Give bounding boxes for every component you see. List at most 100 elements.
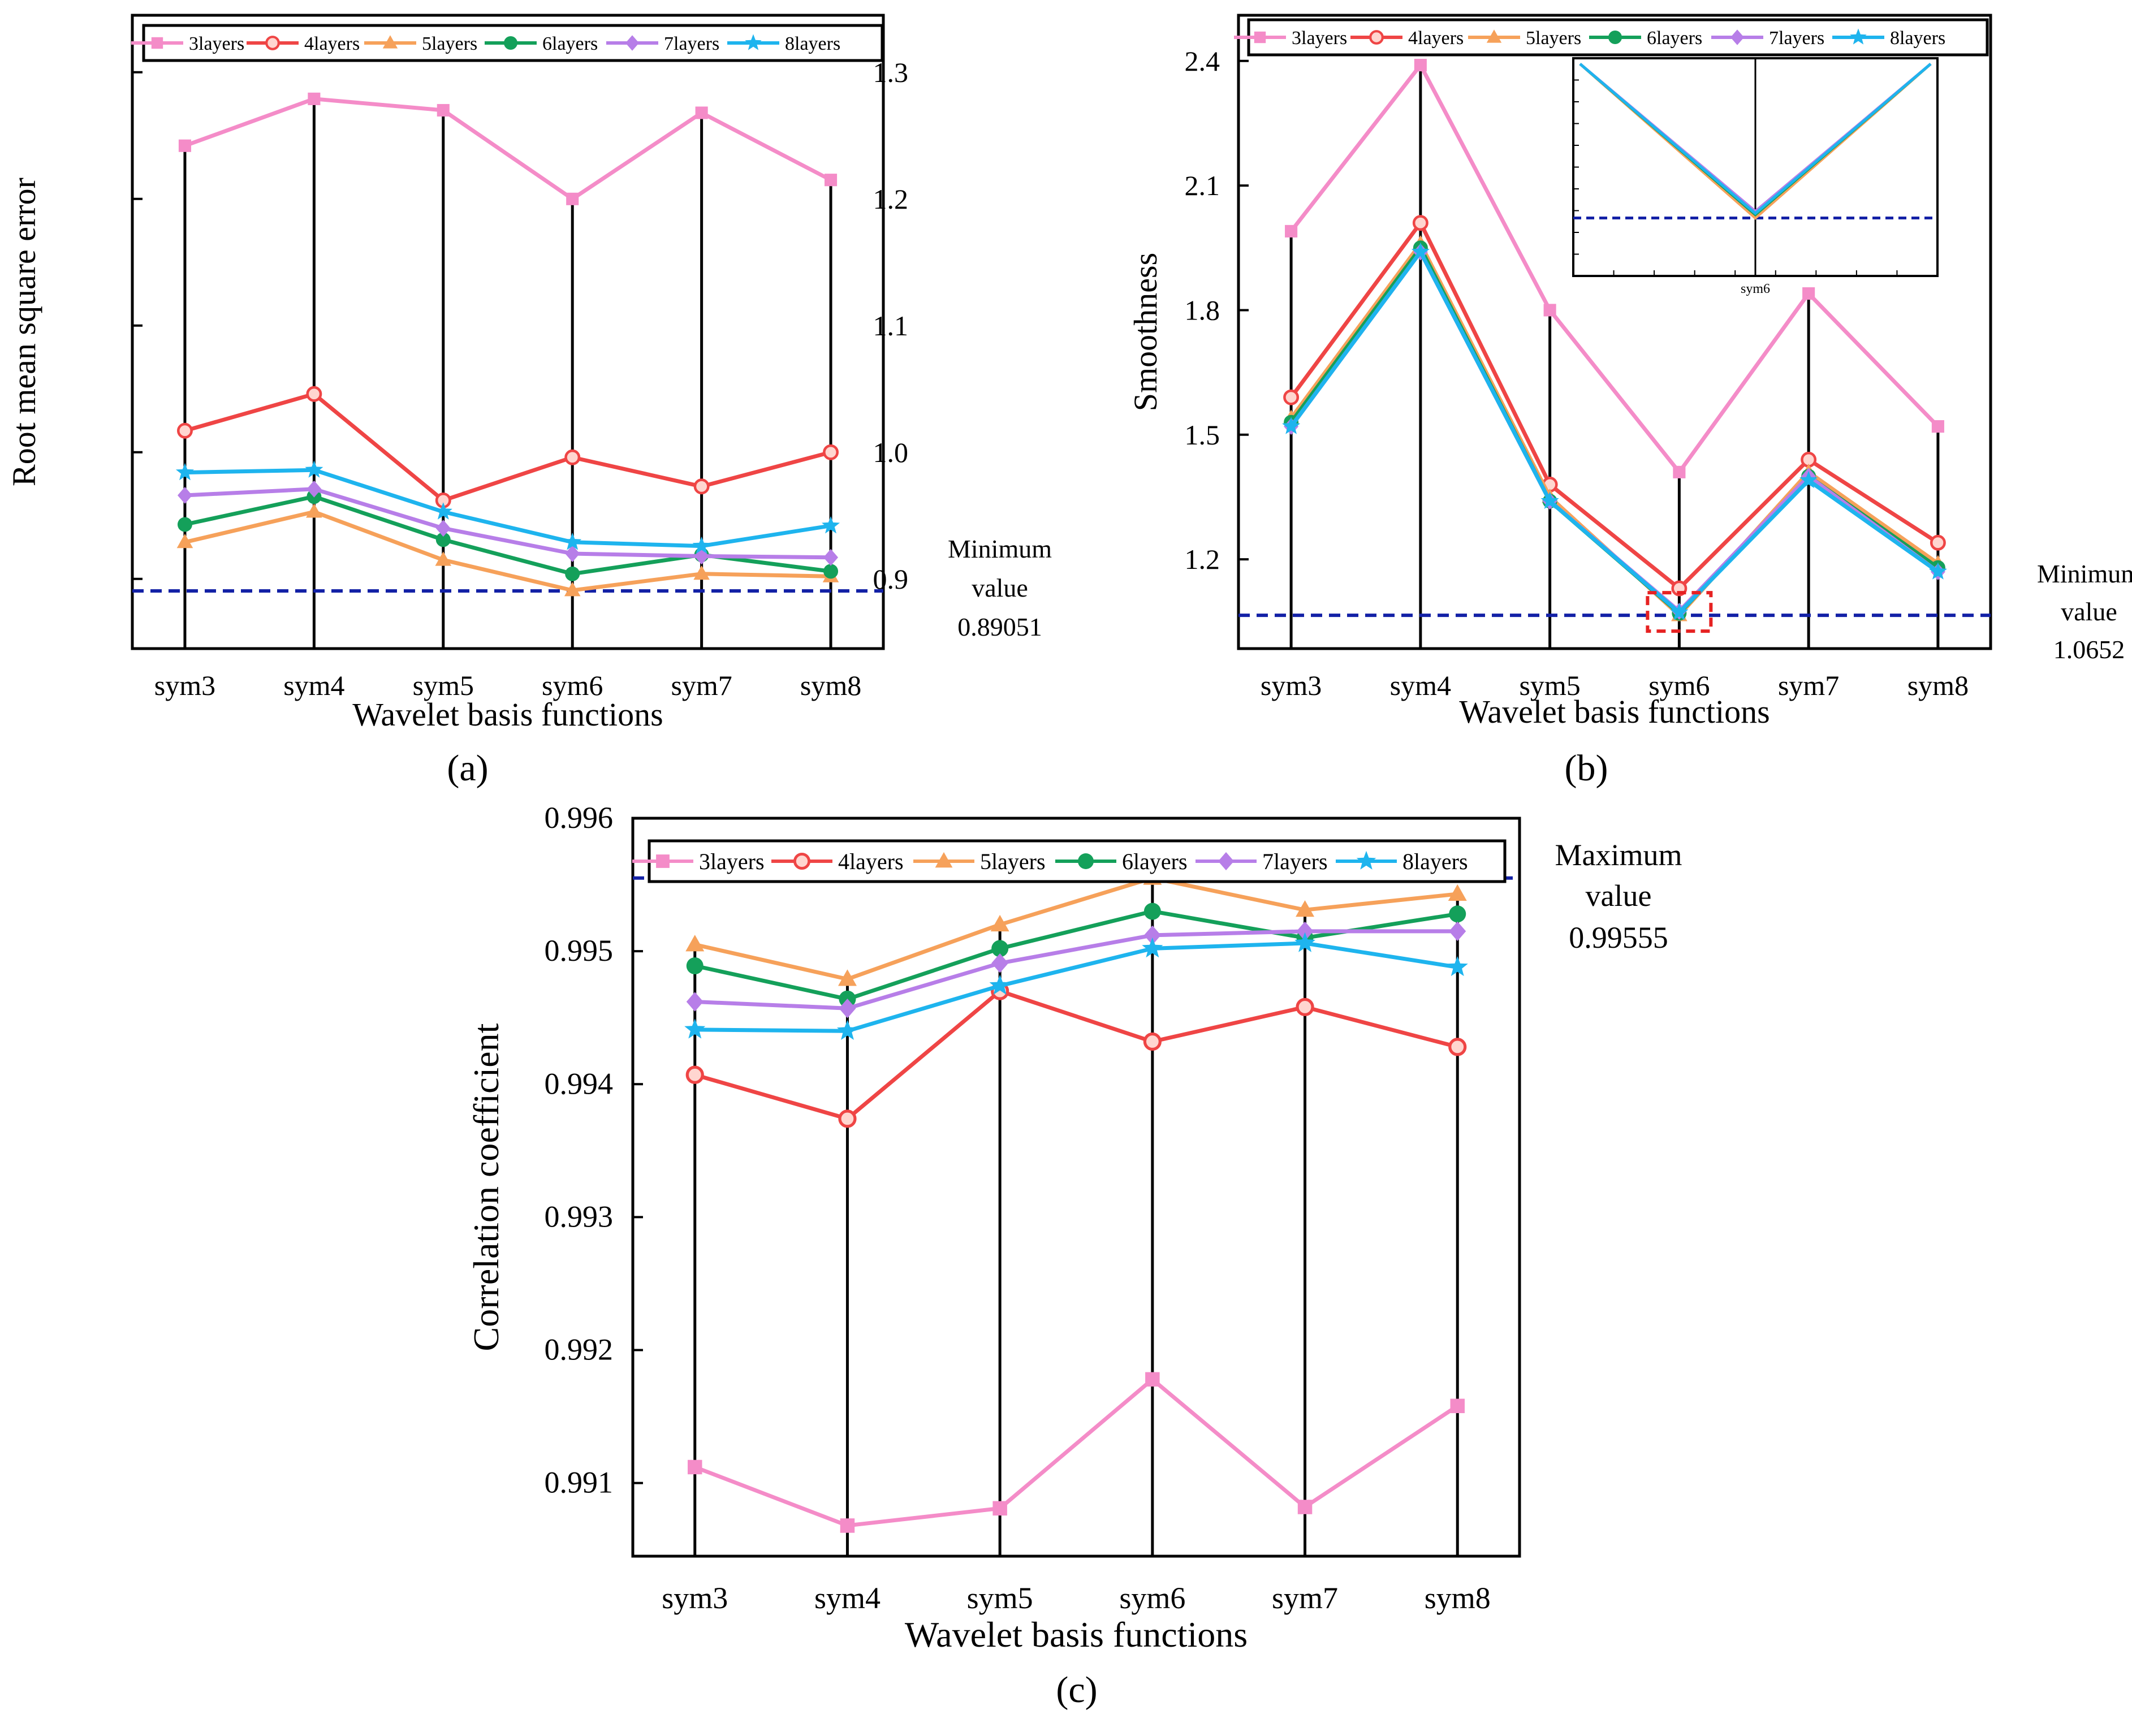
series-line-8layers [1289, 250, 1939, 615]
legend-label-6layers: 6layers [542, 33, 598, 54]
data-point-8layers [1540, 491, 1559, 509]
panel-label-a: (a) [447, 748, 488, 789]
legend-label-3layers: 3layers [189, 33, 244, 54]
data-point-8layers [989, 974, 1011, 995]
legend-marker-6layers [1078, 853, 1094, 869]
legend-label-5layers: 5layers [422, 33, 477, 54]
legend-marker-7layers [625, 35, 639, 51]
data-point-6layers [1143, 902, 1161, 920]
data-point-3layers [688, 1459, 702, 1475]
data-point-8layers [563, 532, 582, 550]
x-axis-title: Wavelet basis functions [352, 696, 663, 733]
data-point-7layers [307, 480, 322, 498]
data-point-5layers [176, 533, 193, 549]
series-line-6layers [694, 909, 1458, 1001]
legend-marker-6layers [1608, 31, 1622, 44]
x-tick-label: sym5 [1519, 670, 1580, 701]
y-tick-label: 0.994 [545, 1066, 614, 1100]
data-point-4layers [1930, 534, 1946, 551]
x-tick-label: sym4 [283, 670, 344, 701]
data-point-7layers [1449, 921, 1466, 942]
y-tick-label: 0.996 [545, 801, 614, 835]
data-point-3layers [308, 92, 321, 105]
series-line-4layers [184, 392, 831, 503]
y-tick-label: 1.2 [1185, 543, 1220, 575]
reference-label: 0.99555 [1569, 921, 1668, 955]
x-tick-label: sym4 [1390, 670, 1451, 701]
data-point-6layers [1449, 905, 1466, 923]
x-tick-label: sym3 [1261, 670, 1322, 701]
data-point-8layers [1670, 603, 1689, 620]
legend-marker-7layers [1730, 29, 1744, 45]
legend-marker-4layers [793, 852, 811, 870]
legend-label-8layers: 8layers [785, 33, 840, 54]
data-point-3layers [1450, 1398, 1465, 1414]
data-point-5layers [306, 503, 322, 518]
series-line-4layers [694, 989, 1458, 1121]
data-point-3layers [566, 192, 579, 205]
legend-c: 3layers 4layers 5layers 6layers 7layers 8laye… [632, 839, 1507, 883]
x-tick-label: sym6 [542, 670, 603, 701]
reference-label: Maximum [1555, 838, 1682, 872]
x-axis-title: Wavelet basis functions [905, 1614, 1248, 1655]
data-point-4layers [564, 449, 581, 465]
chart-panel-b: 1.2 1.5 1.8 2.1 2.4 sym3 sym4 sym5 sym6 sym7 sym8 W… [1127, 14, 2132, 789]
series-line-6layers [184, 494, 831, 576]
y-tick-label: 1.0 [873, 437, 909, 468]
legend-label-4layers: 4layers [1408, 28, 1464, 49]
reference-label: Minimum [948, 534, 1052, 563]
x-tick-label: sym5 [967, 1581, 1033, 1615]
legend-marker-3layers [151, 37, 163, 49]
legend-label-4layers: 4layers [838, 849, 904, 874]
data-point-3layers [1543, 304, 1556, 317]
legend-marker-7layers [1218, 852, 1234, 871]
x-tick-label: sym8 [1907, 670, 1969, 701]
y-tick-label: 0.991 [545, 1466, 614, 1500]
series-line-3layers [184, 97, 832, 201]
x-tick-label: sym7 [1778, 670, 1839, 701]
series-line-4layers [1289, 221, 1939, 590]
legend-marker-4layers [1369, 30, 1384, 45]
data-point-5layers [435, 551, 452, 566]
legend-marker-3layers [1254, 31, 1266, 44]
y-axis-title: Smoothness [1127, 253, 1164, 411]
legend-label-7layers: 7layers [1769, 28, 1824, 49]
legend-label-8layers: 8layers [1890, 28, 1945, 49]
data-point-8layers [684, 1018, 706, 1039]
series-line-7layers [184, 487, 831, 560]
data-point-4layers [1412, 215, 1428, 231]
series-line-5layers [694, 876, 1458, 981]
series-line-8layers [694, 941, 1458, 1033]
y-tick-label: 1.8 [1185, 294, 1220, 326]
data-point-7layers [1296, 921, 1314, 942]
reference-label: 0.89051 [957, 612, 1042, 641]
panel-label-b: (b) [1565, 748, 1608, 789]
plot-frame-b [1237, 14, 1992, 650]
data-point-8layers [1142, 937, 1163, 958]
data-point-3layers [1145, 1372, 1160, 1387]
reference-label: value [1586, 879, 1652, 913]
legend-marker-5layers [382, 35, 398, 49]
data-point-4layers [1143, 1032, 1162, 1051]
data-point-6layers [435, 532, 451, 547]
x-tick-label: sym8 [1425, 1581, 1491, 1615]
data-point-7layers [1143, 925, 1161, 945]
data-point-5layers [693, 565, 710, 580]
data-point-3layers [1297, 1500, 1313, 1514]
data-point-5layers [564, 582, 581, 597]
y-axis-title: Correlation coefficient [466, 1023, 506, 1351]
x-tick-label: sym3 [154, 670, 215, 701]
legend-a: 3layers 4layers 5layers 6layers 7layers 8laye… [131, 24, 884, 62]
legend-label-6layers: 6layers [1122, 849, 1188, 874]
data-point-8layers [305, 460, 323, 478]
series-line-3layers [1289, 63, 1940, 474]
plot-frame-c [631, 817, 1521, 1558]
x-tick-label: sym8 [800, 670, 861, 701]
x-tick-label: sym7 [671, 670, 732, 701]
x-tick-label: sym7 [1272, 1581, 1338, 1615]
y-tick-label: 2.4 [1185, 45, 1220, 77]
data-point-4layers [176, 422, 193, 439]
series-line-8layers [184, 468, 831, 549]
legend-marker-8layers [1356, 850, 1376, 870]
